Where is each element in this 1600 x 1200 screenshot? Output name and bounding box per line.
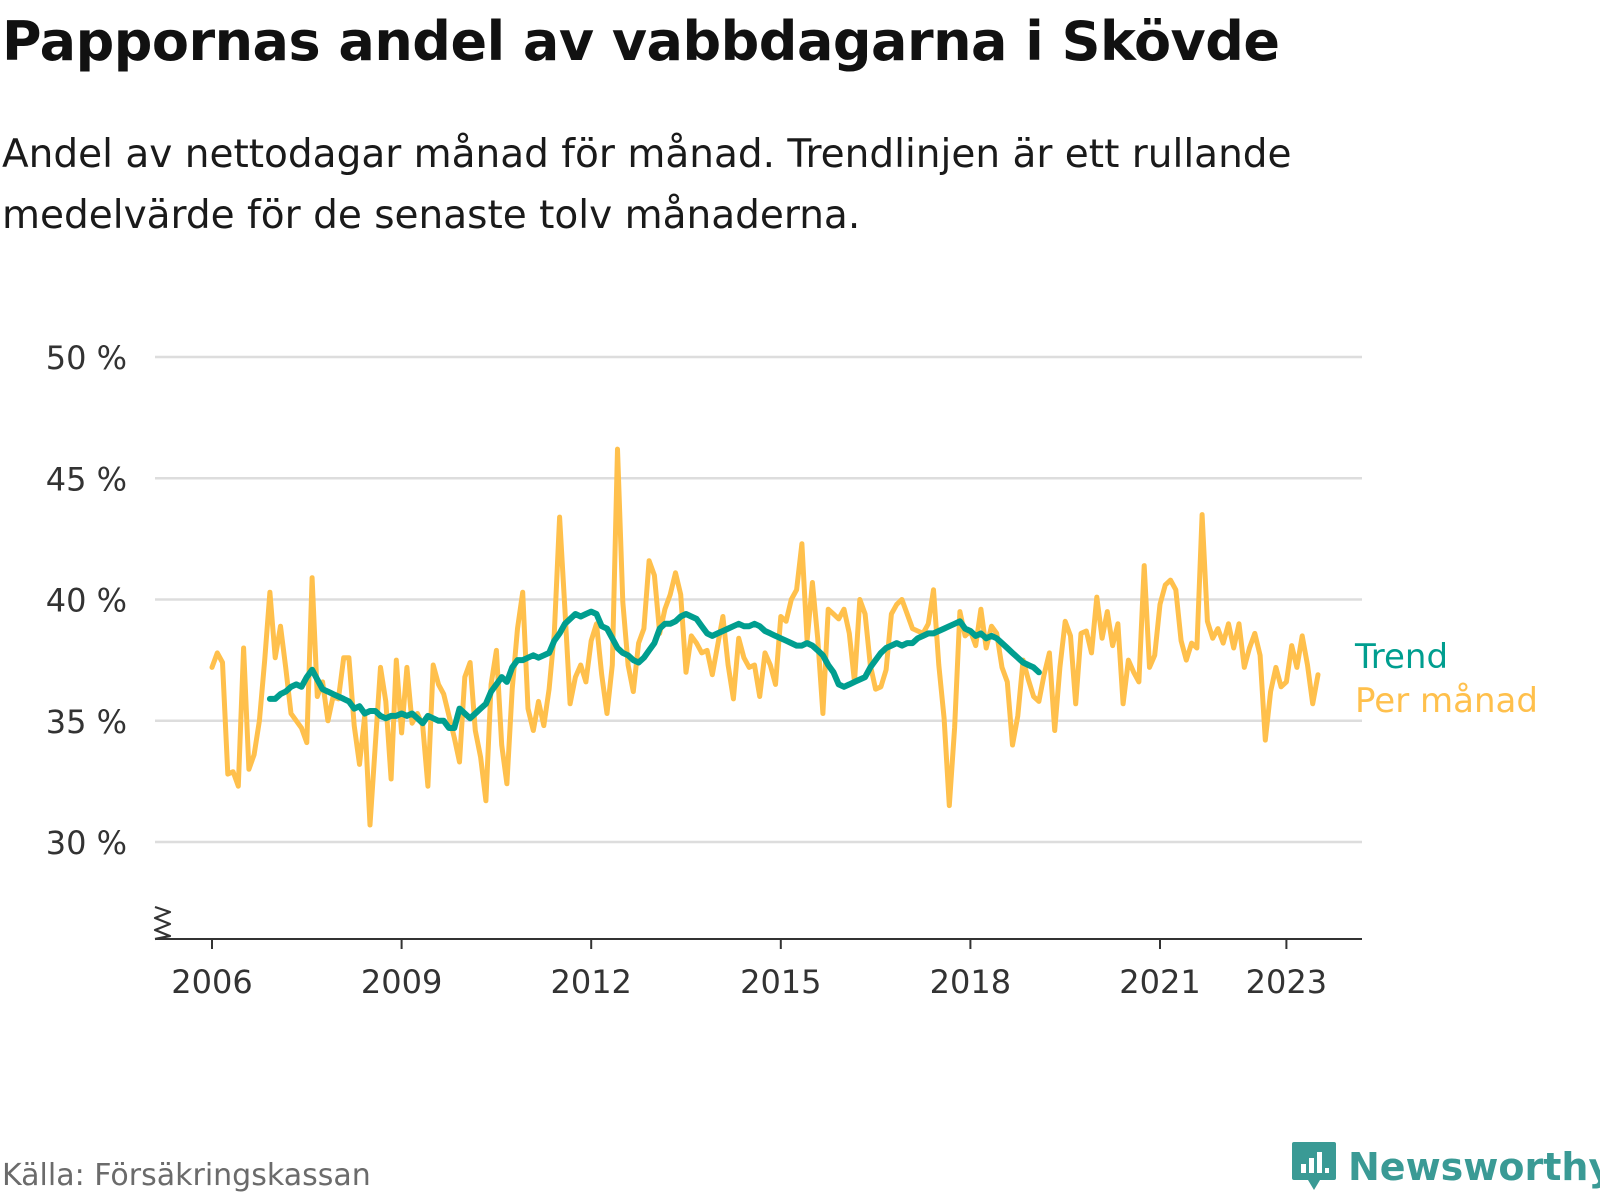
x-tick-label: 2021 (1119, 963, 1200, 1001)
y-tick-label: 40 % (46, 582, 127, 620)
trend-series-label: Trend (1354, 637, 1448, 677)
brand-name: Newsworthy (1348, 1145, 1600, 1189)
chart-subtitle: Andel av nettodagar månad för månad. Tre… (2, 132, 1292, 238)
x-axis-tick-labels: 2006 2009 2012 2015 2018 2021 2023 (171, 963, 1327, 1001)
monthly-line (209, 446, 1321, 828)
series-lines (209, 446, 1321, 828)
x-tick-label: 2015 (740, 963, 821, 1001)
x-tick-label: 2009 (361, 963, 442, 1001)
gridlines (155, 355, 1362, 844)
y-tick-label: 50 % (46, 339, 127, 377)
x-tick-label: 2018 (930, 963, 1011, 1001)
y-tick-label: 35 % (46, 703, 127, 741)
x-tick-label: 2012 (550, 963, 631, 1001)
axis-break-icon (153, 905, 172, 941)
chart-title: Pappornas andel av vabbdagarna i Skövde (2, 10, 1280, 73)
y-tick-label: 45 % (46, 460, 127, 498)
trend-line (266, 608, 1042, 731)
monthly-series-label: Per månad (1355, 681, 1538, 721)
x-tick-label: 2023 (1246, 963, 1327, 1001)
y-axis-tick-labels: 30 % 35 % 40 % 45 % 50 % (46, 339, 127, 862)
x-tick-label: 2006 (171, 963, 252, 1001)
brand-logo: Newsworthy (1290, 1140, 1600, 1194)
y-tick-label: 30 % (46, 824, 127, 862)
x-axis (153, 905, 1362, 949)
bar-chart-speech-bubble-icon (1292, 1142, 1336, 1190)
source-note: Källa: Försäkringskassan (2, 1158, 371, 1193)
